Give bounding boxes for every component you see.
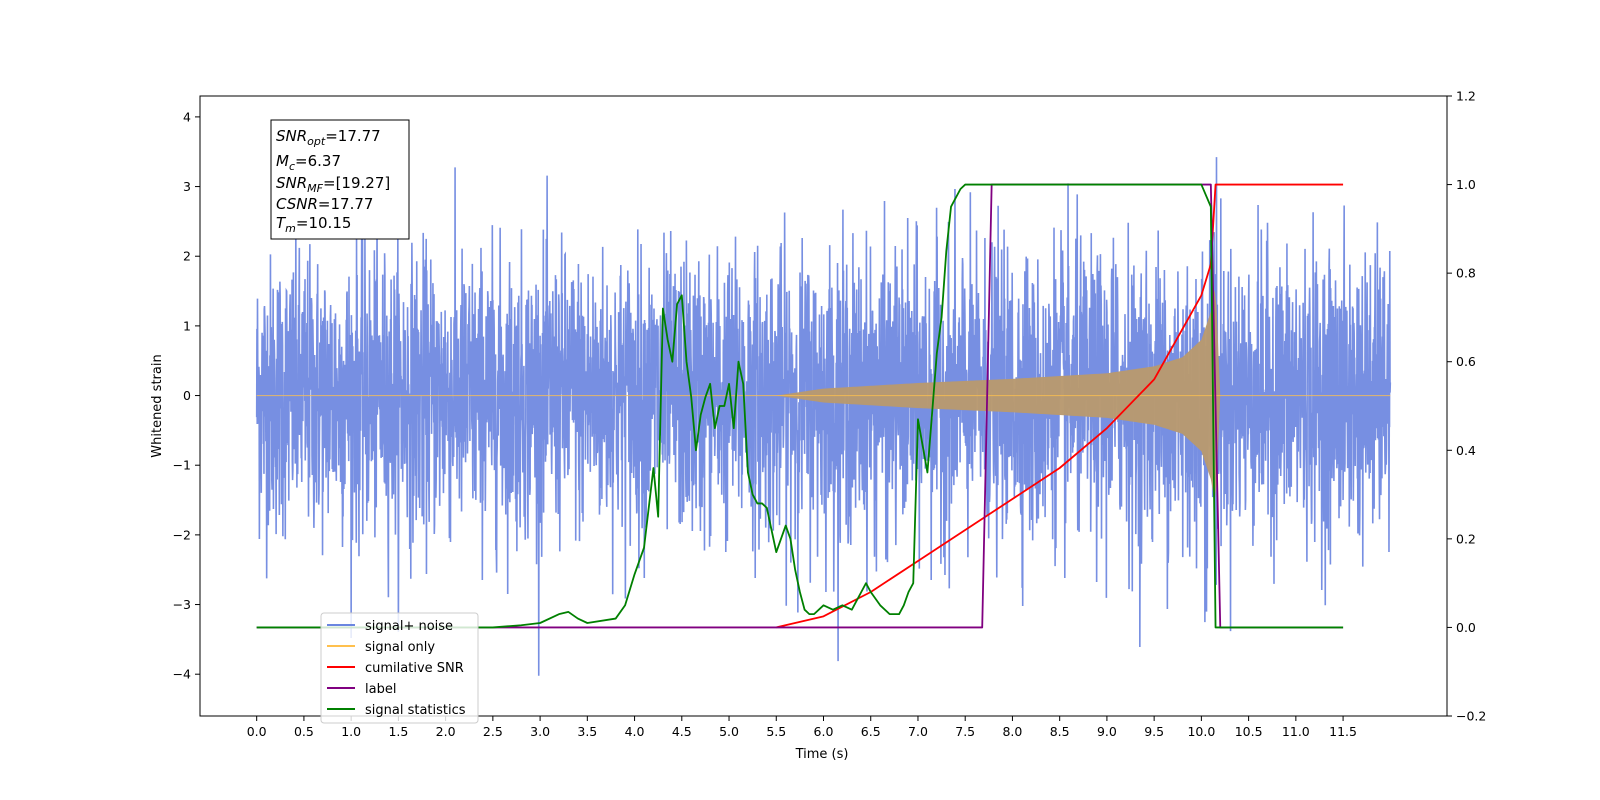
- y-tick-label: 2: [183, 249, 191, 264]
- x-axis-label: Time (s): [795, 747, 849, 762]
- signal-only-series: [256, 289, 1391, 502]
- y-tick-label: −3: [173, 597, 191, 612]
- x-tick-label: 0.0: [247, 724, 267, 739]
- x-tick-label: 1.5: [388, 724, 408, 739]
- tm-text: Tm=10.15: [276, 214, 351, 235]
- right-axis-series: [256, 183, 1344, 629]
- x-tick-label: 9.5: [1144, 724, 1164, 739]
- x-tick-label: 5.0: [719, 724, 739, 739]
- x-tick-label: 4.5: [672, 724, 692, 739]
- x-tick-label: 9.0: [1097, 724, 1117, 739]
- x-tick-label: 1.0: [341, 724, 361, 739]
- y-tick-label: 0: [183, 388, 191, 403]
- x-tick-label: 10.5: [1235, 724, 1263, 739]
- y2-tick-label: 0.0: [1456, 620, 1476, 635]
- tm-value: =10.15: [296, 214, 352, 232]
- y-tick-label: 4: [183, 109, 191, 124]
- x-tick-label: 11.5: [1329, 724, 1357, 739]
- mc-symbol: M: [276, 152, 289, 170]
- x-tick-label: 7.0: [908, 724, 928, 739]
- y2-tick-label: 0.4: [1456, 443, 1476, 458]
- csnr-text: CSNR=17.77: [276, 195, 373, 213]
- tm-symbol: T: [276, 214, 287, 232]
- legend-frame: [320, 612, 479, 724]
- signal-statistics-line: [256, 183, 1344, 629]
- snr-opt-subscript: opt: [307, 135, 326, 148]
- legend: signal+ noise signal only cumilative SNR…: [320, 612, 479, 724]
- x-tick-label: 6.5: [861, 724, 881, 739]
- y-axis-ticks: 4 3 2 1 0 −1 −2 −3 −4: [173, 109, 200, 682]
- y-axis-label: Whitened strain: [150, 354, 165, 457]
- snr-opt-text: SNRopt=17.77: [276, 127, 381, 148]
- x-tick-label: 4.0: [625, 724, 645, 739]
- y2-tick-label: 0.2: [1456, 531, 1476, 546]
- y2-tick-label: 1.0: [1456, 177, 1476, 192]
- y-tick-label: −1: [173, 458, 191, 473]
- info-box: SNRopt=17.77 Mc=6.37 SNRMF=[19.27] CSNR=…: [270, 119, 410, 240]
- x-tick-label: 2.5: [483, 724, 503, 739]
- info-box-frame: [270, 119, 410, 240]
- y-tick-label: 1: [183, 318, 191, 333]
- x-tick-label: 2.0: [436, 724, 456, 739]
- y-tick-label: −4: [173, 667, 191, 682]
- legend-label-signal-statistics: signal statistics: [365, 703, 466, 718]
- x-tick-label: 6.0: [814, 724, 834, 739]
- x-axis-ticks: 0.0 0.5 1.0 1.5 2.0 2.5 3.0 3.5 4.0 4.5 5.0 5.5 6.0 6…: [247, 716, 1357, 739]
- y2-axis-ticks: 1.2 1.0 0.8 0.6 0.4 0.2 0.0 −0.2: [1447, 89, 1486, 724]
- snr-opt-symbol: SNR: [276, 127, 307, 145]
- x-tick-label: 3.0: [530, 724, 550, 739]
- legend-label-signal-noise: signal+ noise: [365, 619, 453, 634]
- plot-area: [255, 157, 1392, 676]
- x-tick-label: 7.5: [955, 724, 975, 739]
- y2-tick-label: −0.2: [1456, 709, 1486, 724]
- snr-mf-text: SNRMF=[19.27]: [276, 174, 390, 195]
- y2-tick-label: 1.2: [1456, 89, 1476, 104]
- x-tick-label: 5.5: [766, 724, 786, 739]
- x-tick-label: 0.5: [294, 724, 314, 739]
- legend-label-signal-only: signal only: [365, 640, 435, 655]
- x-tick-label: 8.0: [1002, 724, 1022, 739]
- mc-text: Mc=6.37: [276, 152, 341, 173]
- snr-opt-value: =17.77: [325, 127, 381, 145]
- cumulative-snr-line: [776, 183, 1344, 629]
- mc-value: =6.37: [295, 152, 341, 170]
- csnr-symbol: CSNR: [276, 195, 318, 213]
- y2-tick-label: 0.8: [1456, 266, 1476, 281]
- y-tick-label: 3: [183, 179, 191, 194]
- snr-mf-value: =[19.27]: [323, 174, 390, 192]
- x-tick-label: 10.0: [1187, 724, 1215, 739]
- x-tick-label: 11.0: [1282, 724, 1310, 739]
- legend-label-cumulative-snr: cumilative SNR: [365, 661, 464, 676]
- legend-label-label: label: [365, 682, 396, 697]
- snr-mf-subscript: MF: [307, 182, 323, 195]
- x-tick-label: 3.5: [577, 724, 597, 739]
- x-tick-label: 8.5: [1050, 724, 1070, 739]
- tm-subscript: m: [285, 222, 296, 235]
- mc-subscript: c: [289, 160, 295, 173]
- y2-tick-label: 0.6: [1456, 354, 1476, 369]
- snr-mf-symbol: SNR: [276, 174, 307, 192]
- y-tick-label: −2: [173, 527, 191, 542]
- csnr-value: =17.77: [318, 195, 374, 213]
